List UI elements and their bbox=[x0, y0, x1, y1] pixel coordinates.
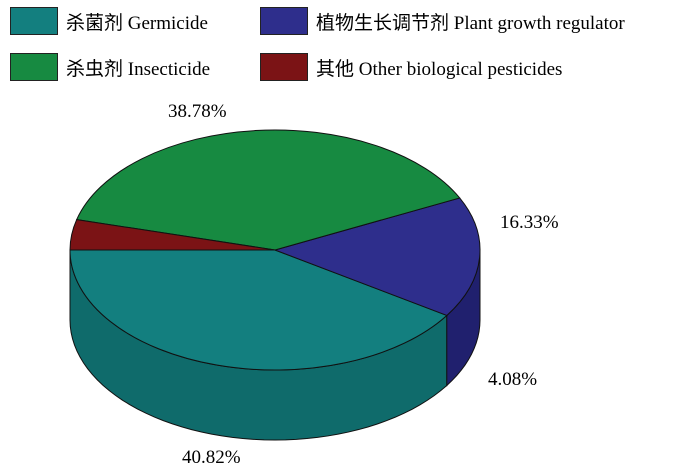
legend-swatch-other bbox=[260, 53, 308, 81]
legend-label-insecticide: 杀虫剂 Insecticide bbox=[66, 58, 211, 80]
pct-label-other: 4.08% bbox=[488, 369, 537, 390]
legend-swatch-plant-growth-regulator bbox=[260, 7, 308, 35]
pct-label-plant-growth-regulator: 16.33% bbox=[500, 212, 559, 233]
legend-item-plant-growth-regulator: 植物生长调节剂 Plant growth regulator bbox=[260, 6, 625, 36]
pie-slice-other bbox=[69, 219, 276, 251]
pct-label-germicide: 40.82% bbox=[182, 447, 241, 468]
pie-labels: 40.82% 16.33% 38.78% 4.08% bbox=[168, 101, 559, 468]
legend-label-germicide: 杀菌剂 Germicide bbox=[66, 12, 208, 34]
legend-item-other: 其他 Other biological pesticides bbox=[260, 52, 562, 82]
legend-label-plant-growth-regulator: 植物生长调节剂 Plant growth regulator bbox=[316, 12, 625, 34]
legend-swatch-germicide bbox=[10, 7, 58, 35]
legend-item-insecticide: 杀虫剂 Insecticide bbox=[10, 52, 210, 82]
pie-slices bbox=[69, 129, 481, 371]
pct-label-insecticide: 38.78% bbox=[168, 101, 227, 122]
pie-slice-insecticide bbox=[75, 129, 461, 251]
legend-label-other: 其他 Other biological pesticides bbox=[316, 58, 563, 80]
legend-swatch-insecticide bbox=[10, 53, 58, 81]
legend-item-germicide: 杀菌剂 Germicide bbox=[10, 6, 208, 36]
legend: 杀菌剂 Germicide 植物生长调节剂 Plant growth regul… bbox=[0, 0, 685, 90]
pie-slice-plant-growth-regulator bbox=[273, 197, 481, 317]
